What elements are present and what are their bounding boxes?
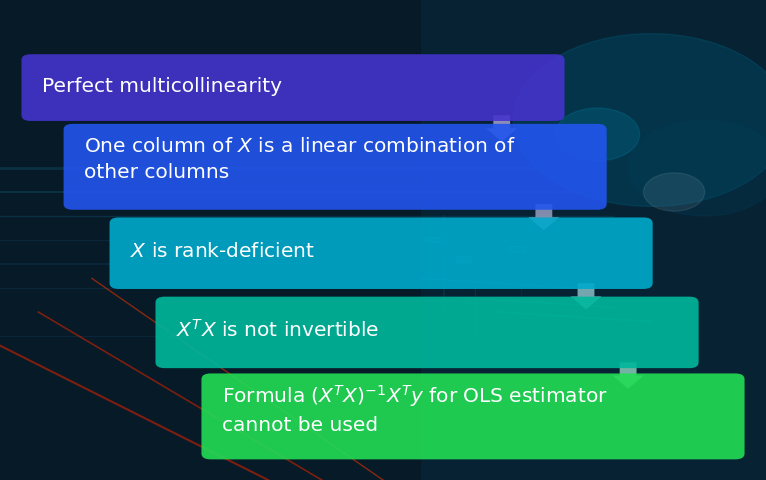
Polygon shape [613, 362, 643, 389]
Polygon shape [529, 204, 559, 230]
Circle shape [643, 173, 705, 211]
FancyBboxPatch shape [425, 237, 440, 242]
Text: $\mathit{X}$ is rank-deficient: $\mathit{X}$ is rank-deficient [130, 241, 315, 261]
Text: $\mathit{X}^T\mathit{X}$ is not invertible: $\mathit{X}^T\mathit{X}$ is not invertib… [176, 319, 379, 341]
Circle shape [555, 108, 640, 161]
FancyBboxPatch shape [155, 297, 699, 368]
Circle shape [628, 120, 766, 216]
FancyBboxPatch shape [110, 217, 653, 289]
Polygon shape [486, 115, 517, 142]
Text: Perfect multicollinearity: Perfect multicollinearity [42, 77, 282, 96]
Circle shape [513, 34, 766, 206]
FancyBboxPatch shape [21, 54, 565, 121]
FancyBboxPatch shape [509, 246, 525, 252]
FancyBboxPatch shape [64, 124, 607, 210]
Text: One column of $\mathit{X}$ is a linear combination of
other columns: One column of $\mathit{X}$ is a linear c… [84, 137, 516, 182]
FancyBboxPatch shape [456, 256, 471, 262]
Polygon shape [571, 283, 601, 310]
FancyBboxPatch shape [421, 0, 766, 480]
FancyBboxPatch shape [201, 373, 745, 459]
Text: Formula $(\mathit{X}^T\mathit{X})^{-1}\mathit{X}^T y$ for OLS estimator
cannot b: Formula $(\mathit{X}^T\mathit{X})^{-1}\m… [222, 383, 608, 435]
